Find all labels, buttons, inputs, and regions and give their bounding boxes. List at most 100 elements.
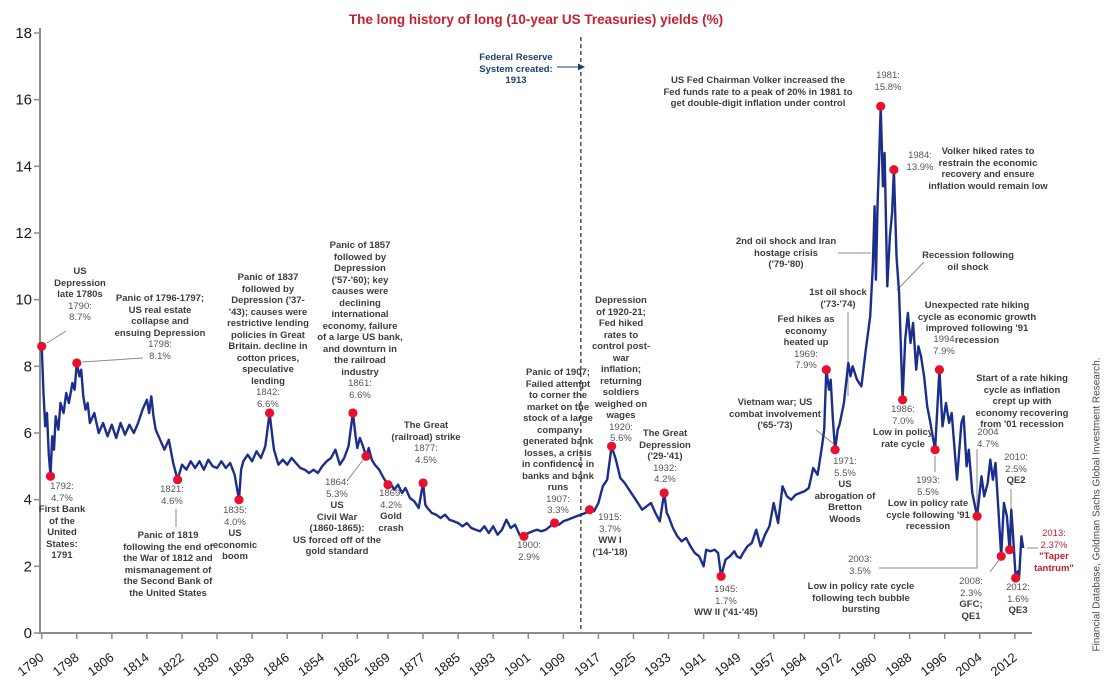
annotation-oil-shock-1: 1st oil shock ('73-'74) bbox=[788, 287, 888, 310]
data-point-1915 bbox=[585, 505, 595, 515]
annotation-text: Fed hikes as economy heated up bbox=[777, 314, 835, 348]
data-point-1920 bbox=[607, 441, 617, 451]
y-tick-label: 14 bbox=[15, 158, 32, 175]
annotation-gfc-2008: 2008: 2.3% GFC; QE1 bbox=[942, 576, 1000, 622]
data-point-1993 bbox=[930, 445, 940, 455]
data-point-1986 bbox=[898, 395, 908, 405]
annotation-text: Volker hiked rates to restrain the econo… bbox=[928, 146, 1048, 192]
annotation-text: QE3 bbox=[1008, 605, 1028, 616]
annotation-text: 1864: 5.3% bbox=[325, 477, 349, 500]
annotation-text: 1877: 4.5% bbox=[414, 443, 438, 466]
annotation-low-2003: 2003: 3.5% bbox=[830, 554, 890, 577]
annotation-fed-hikes-1969: Fed hikes as economy heated up 1969: 7.9% bbox=[760, 314, 852, 372]
data-point-1864 bbox=[361, 451, 371, 461]
annotation-text: 1861: 6.6% bbox=[348, 378, 372, 401]
annotation-text: 1984: 13.9% bbox=[906, 150, 934, 173]
annotation-taper-tantrum-2013: 2013: 2.37% "Taper tantrum" bbox=[1018, 528, 1090, 574]
annotation-text: WW II ('41-'45) bbox=[694, 607, 758, 618]
annotation-text: 1869: 4.2% bbox=[379, 488, 403, 511]
annotation-text: US Depression late 1780s bbox=[54, 266, 106, 300]
data-point-1861 bbox=[348, 408, 358, 418]
annotation-hike-1994: Unexpected rate hiking cycle as economic… bbox=[896, 300, 1058, 346]
annotation-vietnam-war: Vietnam war; US combat involvement ('65-… bbox=[714, 397, 836, 432]
source-note: Financial Database, Goldman Sachs Global… bbox=[1091, 357, 1103, 652]
annotation-text: 1907: 3.3% bbox=[546, 493, 570, 517]
annotation-first-bank-1791: 1792: 4.7% First Bank of the United State… bbox=[31, 481, 93, 562]
annotation-hike-2004: Start of a rate hiking cycle as inflatio… bbox=[946, 373, 1098, 431]
leader-line-gfc-2008 bbox=[989, 559, 1000, 573]
y-tick-label: 10 bbox=[15, 292, 32, 309]
data-point-1790 bbox=[37, 341, 47, 351]
leader-line-vietnam-war bbox=[815, 429, 835, 445]
annotation-depression-1920: Depression of 1920-21; Fed hiked rates t… bbox=[578, 295, 664, 445]
annotation-text: Panic of 1907; Failed attempt to corner … bbox=[521, 367, 595, 493]
annotation-text: 1986: 7.0% bbox=[891, 404, 915, 427]
y-tick-label: 0 bbox=[24, 625, 32, 642]
annotation-text: QE2 bbox=[1006, 475, 1026, 486]
annotation-text: US abrogation of Bretton Woods bbox=[814, 479, 876, 525]
leader-line-recession-oil-shock bbox=[896, 261, 925, 291]
annotation-text: "Taper tantrum" bbox=[1034, 551, 1074, 574]
data-point-1792 bbox=[45, 471, 56, 481]
annotation-peak-1981: 1981: 15.8% bbox=[863, 70, 913, 93]
annotation-panic-1796: Panic of 1796-1797; US real estate colla… bbox=[90, 293, 230, 362]
leader-line-low-2003 bbox=[879, 449, 978, 569]
data-point-1869 bbox=[383, 480, 393, 490]
annotation-text: 2010: 2.5% bbox=[1004, 452, 1028, 475]
data-point-2008 bbox=[996, 551, 1006, 561]
annotation-text: Recession following oil shock bbox=[922, 250, 1014, 273]
leader-line-us-depression-1780s bbox=[46, 330, 67, 344]
annotation-text: 2013: 2.37% bbox=[1040, 528, 1068, 551]
annotation-text: 2nd oil shock and Iran hostage crisis ('… bbox=[735, 236, 837, 270]
annotation-us-depression-1780s: US Depression late 1780s 1790: 8.7% bbox=[40, 266, 120, 324]
annotation-panic-1819: Panic of 1819 following the end of the W… bbox=[92, 530, 244, 599]
annotation-text: Panic of 1819 following the end of the W… bbox=[123, 530, 213, 599]
data-point-1835 bbox=[234, 495, 244, 505]
data-point-1981 bbox=[876, 101, 886, 111]
annotation-gold-crash-1869: 1869: 4.2% Gold crash bbox=[361, 488, 421, 534]
annotation-text: 1971: 5.5% bbox=[833, 456, 857, 479]
annotation-volker-1981: US Fed Chairman Volker increased the Fed… bbox=[610, 75, 906, 110]
data-point-1907 bbox=[550, 518, 560, 528]
annotation-text: 2012: 1.6% bbox=[1006, 582, 1030, 605]
y-tick-label: 16 bbox=[15, 92, 32, 109]
annotation-text: Panic of 1857 followed by Depression ('5… bbox=[317, 240, 403, 378]
annotation-text: Federal Reserve System created: 1913 bbox=[479, 52, 553, 86]
annotation-text: 1994 7.9% bbox=[933, 334, 955, 357]
annotation-volker-1984: Volker hiked rates to restrain the econo… bbox=[912, 146, 1064, 192]
annotation-qe2-2010: 2010: 2.5% QE2 bbox=[987, 452, 1045, 487]
annotation-text: The Great Depression ('29-'41) bbox=[639, 428, 691, 462]
annotation-text: Low in policy rate cycle following '91 r… bbox=[886, 498, 970, 532]
y-tick-label: 4 bbox=[24, 492, 32, 509]
annotation-text: Unexpected rate hiking cycle as economic… bbox=[917, 300, 1037, 346]
data-point-2010 bbox=[1005, 545, 1015, 555]
annotation-text: 2004 4.7% bbox=[977, 427, 999, 450]
annotation-value-1994: 1994 7.9% bbox=[924, 334, 964, 357]
leader-line-panic-1796 bbox=[81, 357, 144, 363]
annotation-text: 1792: 4.7% bbox=[50, 481, 74, 504]
leader-arrowhead bbox=[578, 63, 585, 71]
y-tick-label: 6 bbox=[24, 425, 32, 442]
annotation-text: Panic of 1837 followed by Depression ('3… bbox=[227, 272, 309, 387]
annotation-text: Start of a rate hiking cycle as inflatio… bbox=[975, 373, 1069, 430]
leader-line-civil-war-1864 bbox=[346, 459, 364, 482]
annotation-text: Low in policy rate cycle following tech … bbox=[807, 581, 915, 615]
annotation-peak-1984: 1984: 13.9% bbox=[896, 150, 944, 173]
data-point-1821 bbox=[173, 475, 183, 485]
annotation-text: 1993: 5.5% bbox=[916, 475, 940, 498]
annotation-text: 1900: 2.9% bbox=[517, 540, 541, 563]
annotation-tech-bubble: Low in policy rate cycle following tech … bbox=[785, 581, 937, 616]
annotation-text: 1981: 15.8% bbox=[874, 70, 902, 93]
annotation-text: The Great (railroad) strike bbox=[391, 420, 461, 443]
data-point-1932 bbox=[659, 488, 669, 498]
annotation-civil-war-1864: 1864: 5.3% US Civil War (1860-1865): US f… bbox=[285, 477, 389, 558]
annotation-text: US economic boom bbox=[212, 528, 258, 562]
annotation-low-1986: 1986: 7.0% Low in policy rate cycle bbox=[861, 404, 945, 450]
annotation-value-1821: 1821: 4.6% bbox=[142, 484, 202, 507]
y-tick-label: 2 bbox=[24, 558, 32, 575]
annotation-text: 1835: 4.0% bbox=[223, 505, 247, 528]
annotation-low-1900: 1900: 2.9% bbox=[499, 540, 559, 563]
annotation-text: 1945: 1.7% bbox=[714, 584, 738, 607]
data-point-1877 bbox=[418, 478, 428, 488]
